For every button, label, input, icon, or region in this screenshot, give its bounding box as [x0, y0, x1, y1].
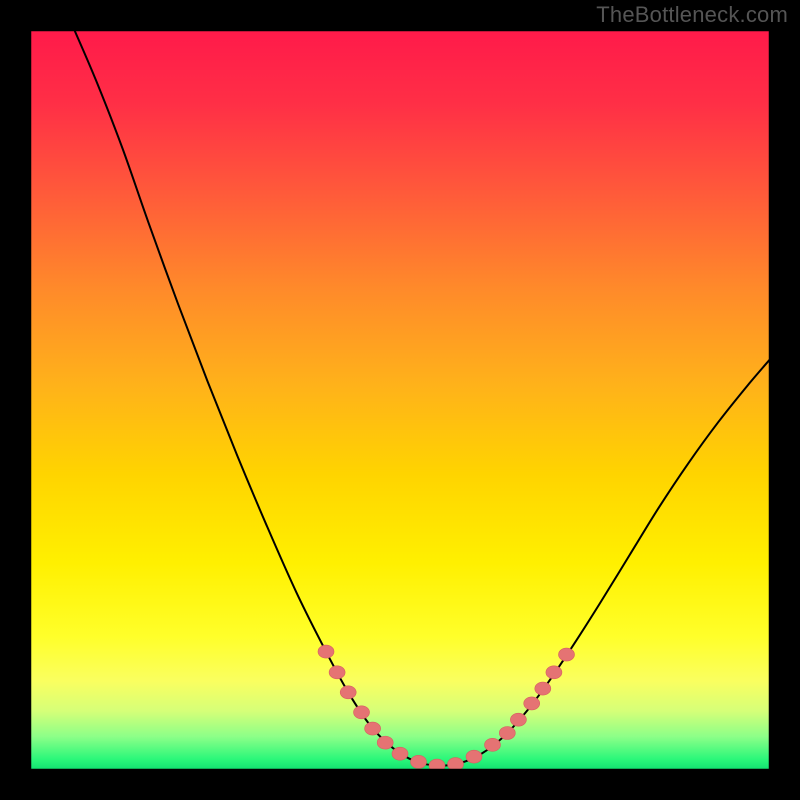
- curve-marker: [524, 697, 540, 710]
- curve-marker: [485, 738, 501, 751]
- curve-marker: [411, 755, 427, 768]
- watermark-text: TheBottleneck.com: [596, 2, 788, 28]
- curve-marker: [392, 747, 408, 760]
- curve-marker: [377, 736, 393, 749]
- curve-marker: [329, 666, 345, 679]
- curve-marker: [318, 645, 334, 658]
- curve-marker: [510, 713, 526, 726]
- chart-container: TheBottleneck.com: [0, 0, 800, 800]
- bottleneck-chart: [0, 0, 800, 800]
- curve-marker: [499, 727, 515, 740]
- curve-marker: [354, 706, 370, 719]
- curve-marker: [559, 648, 575, 661]
- curve-marker: [448, 758, 464, 771]
- curve-marker: [340, 686, 356, 699]
- curve-marker: [535, 682, 551, 695]
- curve-marker: [365, 722, 381, 735]
- curve-marker: [546, 666, 562, 679]
- curve-marker: [466, 750, 482, 763]
- plot-background-gradient: [30, 30, 770, 770]
